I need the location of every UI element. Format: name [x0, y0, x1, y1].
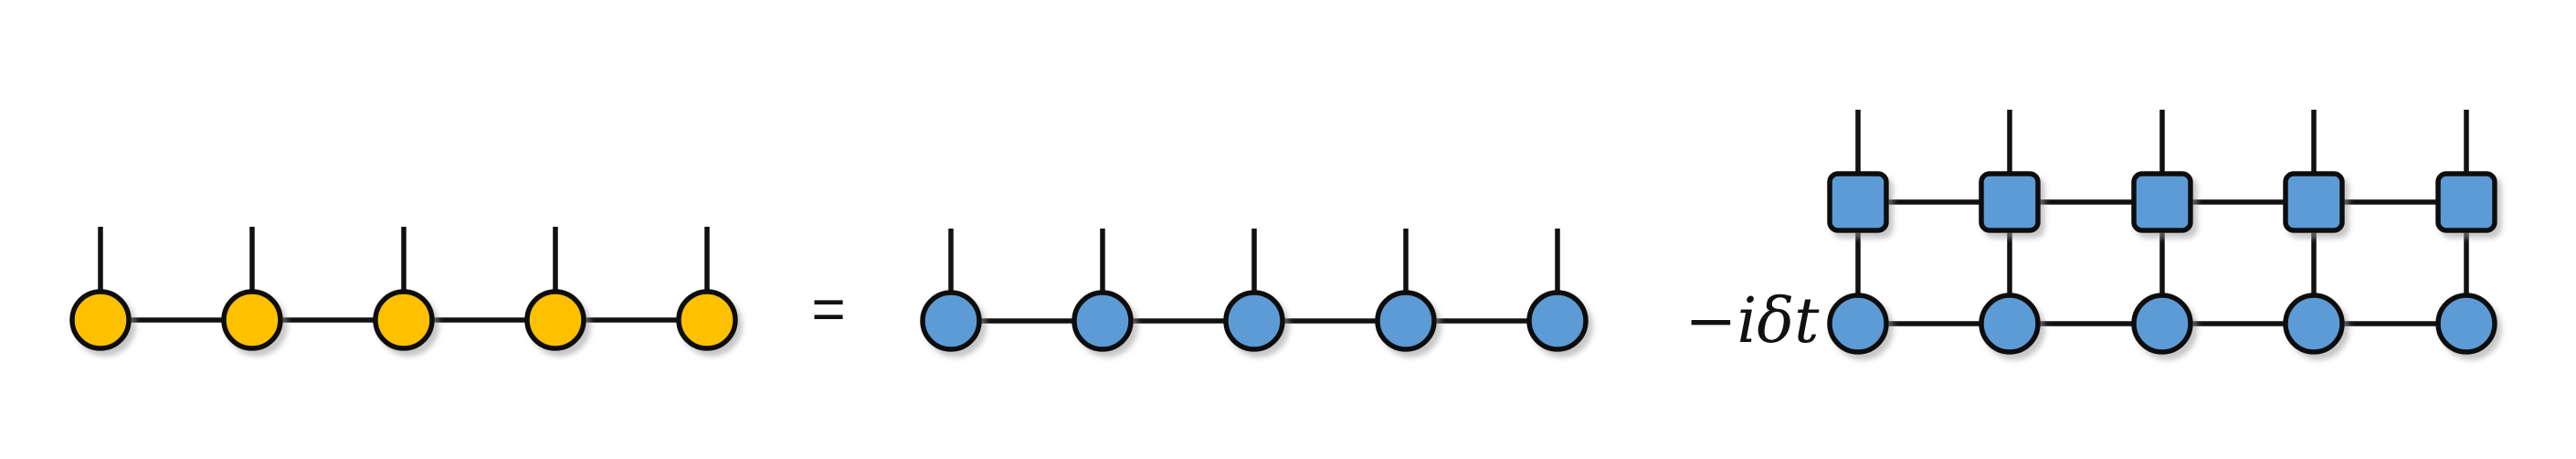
yellow-tensor-node [524, 289, 586, 351]
mpo-square-node [2283, 171, 2345, 233]
blue-tensor-node [1526, 290, 1589, 352]
mpo-square-node [2131, 171, 2193, 233]
yellow-tensor-node [676, 289, 738, 351]
yellow-tensor-node [221, 289, 283, 351]
operator-label: −iδt [1685, 285, 1821, 358]
blue-tensor-node [2283, 293, 2345, 355]
blue-tensor-node [2131, 293, 2193, 355]
blue-tensor-node [1979, 293, 2041, 355]
blue-tensor-node [920, 290, 982, 352]
mpo-square-node [1979, 171, 2041, 233]
mpo-square-node [2435, 171, 2497, 233]
blue-tensor-node [1223, 290, 1285, 352]
mpo-mps-network [1827, 110, 2497, 355]
equals-sign: = [811, 276, 845, 342]
mpo-square-node [1827, 171, 1889, 233]
yellow-tensor-node [373, 289, 435, 351]
right-mps-chain [920, 229, 1589, 352]
blue-tensor-node [2435, 293, 2497, 355]
blue-tensor-node [1827, 293, 1889, 355]
blue-tensor-node [1375, 290, 1437, 352]
left-mps-chain [69, 227, 738, 351]
blue-tensor-node [1072, 290, 1134, 352]
yellow-tensor-node [69, 289, 132, 351]
